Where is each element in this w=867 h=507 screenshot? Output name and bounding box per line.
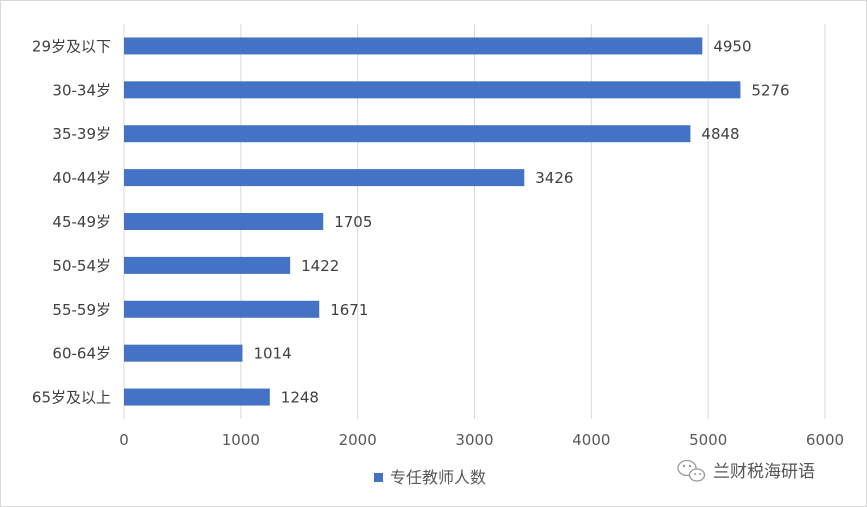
data-label: 3426	[535, 169, 573, 187]
bar	[124, 81, 741, 99]
bar	[124, 169, 525, 187]
category-label: 40-44岁	[52, 169, 111, 187]
bar	[124, 37, 703, 55]
category-labels: 29岁及以下 30-34岁 35-39岁 40-44岁 45-49岁 50-54岁 55-5…	[32, 37, 111, 406]
legend: 专任教师人数	[374, 468, 486, 487]
category-label: 60-64岁	[52, 345, 111, 363]
bar	[124, 388, 270, 406]
bar	[124, 300, 320, 318]
category-label: 50-54岁	[52, 257, 111, 275]
data-label: 4848	[701, 125, 739, 143]
bar	[124, 256, 291, 274]
x-tick-label: 5000	[689, 431, 727, 449]
category-label: 35-39岁	[52, 125, 111, 143]
watermark-text: 兰财税海研语	[713, 462, 815, 482]
data-label: 5276	[751, 81, 789, 99]
category-label: 55-59岁	[52, 301, 111, 319]
x-tick-labels: 0 1000 2000 3000 4000 5000 6000	[119, 431, 844, 449]
data-label: 1248	[281, 389, 319, 407]
bar	[124, 213, 324, 230]
bars	[124, 37, 741, 406]
category-label: 30-34岁	[52, 81, 111, 99]
data-label: 1671	[330, 301, 368, 319]
data-label: 1014	[253, 345, 291, 363]
wechat-icon	[677, 459, 706, 482]
category-label: 45-49岁	[52, 213, 111, 231]
x-tick-label: 3000	[455, 431, 493, 449]
data-label: 1705	[334, 213, 372, 231]
legend-swatch	[374, 473, 383, 482]
data-label: 4950	[713, 37, 751, 55]
x-tick-label: 4000	[572, 431, 610, 449]
bar	[124, 125, 691, 143]
x-tick-label: 1000	[222, 431, 260, 449]
x-tick-label: 0	[119, 431, 129, 449]
legend-label: 专任教师人数	[390, 468, 486, 487]
data-labels: 4950 5276 4848 3426 1705 1422 1671 1014 1248	[253, 37, 789, 406]
bar	[124, 344, 243, 362]
x-tick-label: 2000	[339, 431, 377, 449]
category-label: 65岁及以上	[32, 389, 111, 407]
category-label: 29岁及以下	[32, 37, 111, 55]
x-tick-label: 6000	[806, 431, 844, 449]
data-label: 1422	[301, 257, 339, 275]
watermark: 兰财税海研语	[677, 459, 815, 482]
